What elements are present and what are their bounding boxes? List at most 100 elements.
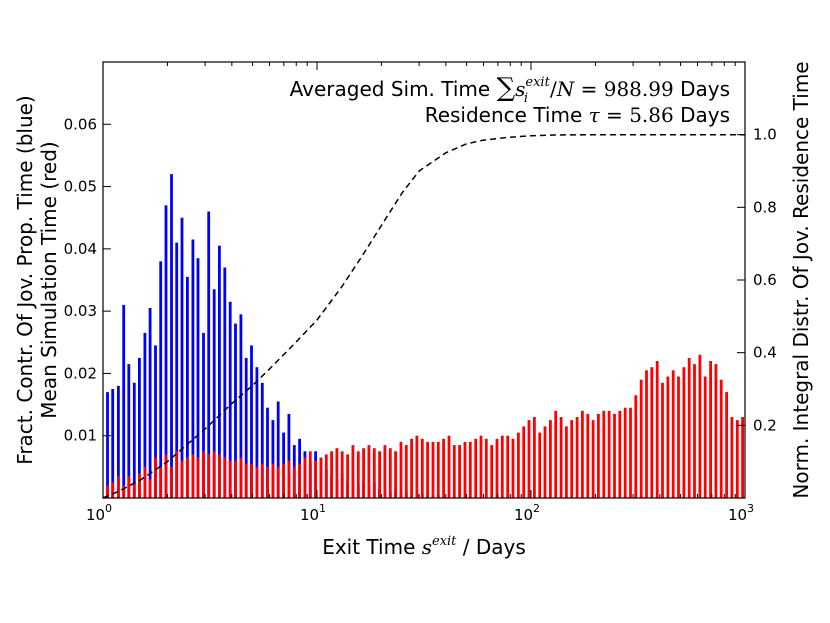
red-bar bbox=[511, 438, 515, 498]
x-tick-label: 100 bbox=[86, 502, 112, 524]
blue-bar bbox=[191, 239, 195, 498]
red-bar bbox=[324, 454, 328, 498]
red-bar bbox=[458, 445, 461, 498]
red-bar bbox=[223, 457, 227, 498]
y2-axis-label: Norm. Integral Distr. Of Jov. Residence … bbox=[789, 61, 813, 498]
blue-bar bbox=[239, 314, 243, 498]
red-bar bbox=[463, 441, 467, 498]
curve-layer bbox=[102, 133, 745, 499]
blue-bar bbox=[218, 245, 221, 498]
red-bar bbox=[308, 451, 312, 498]
blue-bar bbox=[117, 385, 120, 498]
blue-bar bbox=[175, 242, 179, 498]
red-bar bbox=[479, 435, 483, 498]
red-bar bbox=[442, 438, 445, 498]
red-bar bbox=[687, 357, 691, 498]
y2-tick-label: 0.4 bbox=[753, 344, 777, 362]
y-tick-label: 0.01 bbox=[64, 427, 97, 445]
red-bar bbox=[447, 435, 451, 498]
red-bar bbox=[159, 466, 163, 498]
annotation-line-2: Residence Time τ = 5.86 Days bbox=[425, 103, 730, 127]
red-bar bbox=[276, 466, 280, 498]
red-bar bbox=[538, 432, 542, 498]
red-bar bbox=[719, 379, 723, 498]
red-bar bbox=[655, 361, 659, 498]
red-bar bbox=[399, 441, 403, 498]
red-bar bbox=[196, 457, 200, 498]
red-bar bbox=[340, 451, 344, 498]
red-bar bbox=[362, 448, 365, 498]
red-bar bbox=[741, 417, 744, 498]
red-bar bbox=[383, 445, 387, 498]
y-tick-label: 0.05 bbox=[64, 178, 97, 196]
red-bar bbox=[303, 457, 307, 498]
red-bar bbox=[404, 445, 408, 498]
red-bar bbox=[132, 482, 136, 498]
red-bar bbox=[490, 445, 494, 498]
red-bar bbox=[250, 463, 253, 498]
blue-bar bbox=[234, 323, 237, 498]
red-bar bbox=[356, 451, 360, 498]
blue-bar bbox=[122, 304, 126, 498]
blue-bar bbox=[212, 289, 216, 498]
red-bar bbox=[495, 438, 499, 498]
red-bar bbox=[671, 370, 675, 498]
red-bar bbox=[202, 451, 205, 498]
red-bar bbox=[468, 441, 472, 498]
red-bar bbox=[602, 410, 606, 498]
red-bar bbox=[725, 392, 728, 498]
red-bar bbox=[607, 410, 611, 498]
annotation-line-1: Averaged Sim. Time ∑sexit i/N = 988.99 Da… bbox=[290, 73, 730, 106]
red-bar bbox=[581, 410, 584, 498]
red-bar bbox=[111, 482, 115, 498]
red-bar bbox=[426, 441, 429, 498]
red-bar bbox=[255, 466, 259, 498]
red-bar bbox=[287, 460, 291, 498]
y2-tick-label: 1.0 bbox=[753, 126, 777, 144]
blue-bar bbox=[186, 276, 189, 498]
red-bar bbox=[260, 463, 264, 498]
red-bar bbox=[148, 479, 152, 498]
y-tick-label: 0.04 bbox=[64, 240, 97, 258]
blue-bar bbox=[164, 205, 168, 499]
red-bar bbox=[618, 410, 622, 498]
blue-bar bbox=[228, 301, 232, 498]
blue-bar bbox=[154, 345, 157, 498]
blue-bar bbox=[196, 258, 200, 498]
red-bar bbox=[431, 441, 435, 498]
red-bar bbox=[106, 485, 109, 498]
y2-tick-label: 0.2 bbox=[753, 416, 777, 434]
x-tick-label: 101 bbox=[300, 502, 326, 524]
red-bar bbox=[661, 382, 664, 498]
red-bar bbox=[218, 454, 221, 498]
red-bar bbox=[591, 420, 595, 498]
blue-bar bbox=[132, 382, 136, 498]
red-bar bbox=[559, 417, 563, 498]
red-bar bbox=[517, 432, 520, 498]
blue-bar bbox=[180, 217, 184, 498]
red-bar bbox=[623, 407, 627, 498]
red-bar bbox=[586, 413, 590, 498]
y-tick-label: 0.03 bbox=[64, 302, 97, 320]
red-bar bbox=[645, 370, 648, 498]
blue-bar bbox=[266, 407, 269, 498]
red-bar bbox=[543, 426, 547, 498]
red-bar bbox=[346, 454, 349, 498]
red-bar bbox=[143, 466, 147, 498]
blue-bar bbox=[271, 420, 275, 498]
red-bar bbox=[420, 438, 424, 498]
blue-bar bbox=[244, 357, 248, 498]
red-bar bbox=[709, 361, 712, 498]
red-bar bbox=[138, 473, 141, 498]
blue-bar bbox=[138, 357, 141, 498]
red-bar bbox=[629, 407, 632, 498]
red-bar bbox=[298, 463, 301, 498]
red-bar bbox=[565, 426, 568, 498]
residence-curve bbox=[102, 133, 745, 499]
red-bar bbox=[319, 457, 323, 498]
red-bar bbox=[682, 367, 686, 498]
y-tick-label: 0.06 bbox=[64, 115, 97, 133]
red-bar bbox=[575, 417, 579, 498]
blue-bar bbox=[111, 389, 115, 498]
red-bar bbox=[271, 463, 275, 498]
